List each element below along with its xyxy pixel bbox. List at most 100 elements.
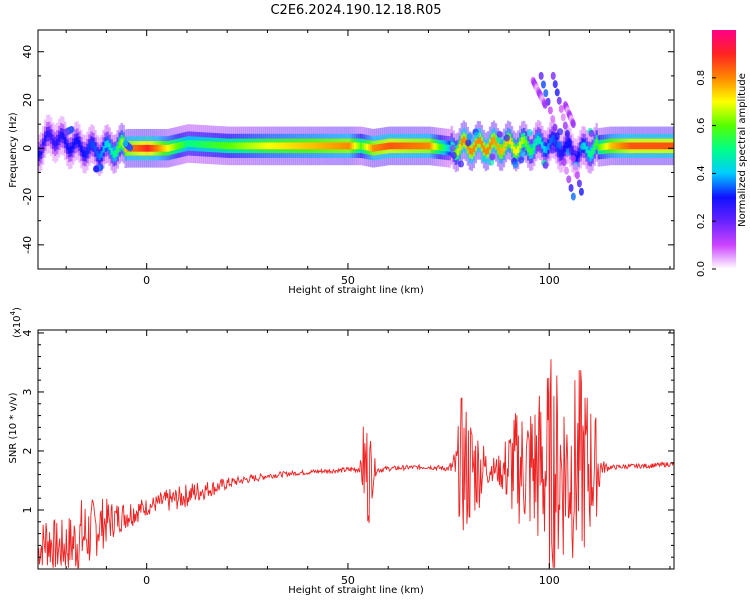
spectrogram-cell	[374, 144, 377, 152]
spectrogram-cell	[356, 142, 359, 150]
spectrogram-cell	[498, 147, 502, 155]
spectrogram-cell	[243, 142, 246, 150]
spectrogram-cell	[100, 150, 103, 158]
spectrogram-blob	[122, 140, 129, 148]
spectrogram-cell	[458, 144, 461, 151]
spectrogram-cell	[519, 141, 522, 149]
spectrogram-cell	[529, 148, 532, 156]
spectrogram-cell	[386, 142, 389, 150]
colorbar-gradient	[712, 30, 736, 269]
spectrogram-cell	[94, 146, 97, 153]
spectrogram-cell	[591, 148, 594, 156]
spectrogram-streak	[574, 171, 580, 180]
spectrogram-cell	[639, 142, 643, 150]
spectrogram-cell	[341, 142, 345, 150]
spectrogram-cell	[194, 140, 198, 148]
spectrogram-cell	[613, 142, 616, 150]
spectrogram-cell	[641, 142, 645, 150]
spectrogram-cell	[144, 144, 147, 152]
snr-scale-close: )	[12, 307, 23, 311]
spectrogram-cell	[231, 142, 234, 150]
spectrogram-cell	[521, 137, 524, 145]
spectrogram-cell	[92, 141, 95, 149]
spectrogram-cell	[364, 143, 367, 151]
spectrogram-cell	[199, 140, 202, 148]
spectrogram-cell	[116, 146, 119, 153]
spectrogram-cell	[533, 143, 536, 151]
spectrogram-cell	[627, 142, 631, 150]
spectrogram-cell	[468, 147, 472, 155]
spectrogram-y-tick-label: 0	[21, 145, 34, 152]
spectrogram-cell	[295, 142, 298, 150]
spectrogram-streak	[554, 132, 560, 141]
spectrogram-cell	[285, 142, 288, 150]
spectrogram-cell	[261, 142, 264, 150]
spectrogram-cell	[197, 140, 200, 148]
spectrogram-cell	[80, 145, 83, 153]
colorbar-label: Normalized spectral amplitude	[737, 73, 748, 227]
spectrogram-cell	[416, 142, 419, 150]
spectrogram-cell	[517, 146, 520, 154]
spectrogram-cell	[211, 141, 214, 149]
spectrogram-cell	[52, 138, 55, 146]
spectrogram-cell	[406, 142, 409, 150]
spectrogram-cell	[426, 142, 429, 150]
colorbar-ticks: 0.0 0.2 0.4 0.6 0.8	[696, 70, 716, 277]
spectrogram-cell	[418, 142, 421, 150]
spectrogram-cell	[259, 142, 262, 150]
spectrogram-cell	[108, 143, 111, 150]
spectrogram-cell	[343, 142, 347, 150]
spectrogram-cell	[671, 142, 675, 150]
spectrogram-blob	[473, 131, 480, 139]
spectrogram-blob	[588, 129, 595, 137]
spectrogram-cell	[247, 142, 250, 150]
spectrogram-cell	[299, 142, 302, 150]
snr-panel: 0 50 100 1 2 3 4 Height of straight line (km)…	[8, 307, 675, 596]
spectrogram-cell	[305, 142, 308, 150]
spectrogram-blob	[534, 137, 541, 145]
spectrogram-cell	[557, 146, 560, 154]
spectrogram-cell	[321, 142, 325, 150]
spectrogram-blob	[503, 134, 510, 142]
spectrogram-blob	[535, 144, 542, 152]
spectrogram-cell	[345, 142, 349, 150]
spectrogram-cell	[462, 136, 465, 144]
spectrogram-cell	[549, 137, 552, 145]
spectrogram-cell	[138, 144, 141, 152]
snr-x-ticks: 0 50 100	[65, 330, 671, 587]
spectrogram-cell	[325, 142, 329, 150]
spectrogram-cell	[543, 145, 546, 153]
spectrogram-cell	[253, 142, 256, 150]
spectrogram-cell	[484, 148, 488, 156]
spectrogram-streak	[570, 154, 576, 163]
spectrogram-cell	[313, 142, 317, 150]
spectrogram-cell	[645, 142, 649, 150]
spectrogram-cell	[649, 142, 653, 150]
spectrogram-streak	[550, 114, 556, 123]
spectrogram-cell	[392, 142, 395, 150]
spectrogram-cell	[207, 141, 210, 149]
spectrogram-x-tick-label: 100	[539, 274, 560, 287]
spectrogram-blob	[466, 133, 473, 141]
spectrogram-cell	[74, 138, 77, 145]
spectrogram-cell	[597, 143, 600, 151]
spectrogram-cell	[553, 136, 556, 144]
spectrogram-cell	[118, 141, 121, 148]
spectrogram-cell	[384, 143, 387, 150]
spectrogram-streak	[572, 162, 578, 171]
spectrogram-cell	[545, 146, 548, 154]
colorbar-tick-label: 0.8	[696, 70, 707, 86]
snr-scale-label: (x104)	[9, 307, 23, 338]
spectrogram-cell	[174, 142, 178, 150]
spectrogram-cell	[275, 142, 278, 150]
spectrogram-cell	[368, 144, 371, 151]
spectrogram-cell	[172, 143, 176, 151]
spectrogram-cell	[301, 142, 304, 150]
spectrogram-cell	[609, 142, 612, 150]
spectrogram-cell	[402, 142, 405, 150]
spectrogram-cell	[651, 142, 655, 150]
snr-x-tick-label: 100	[539, 574, 560, 587]
spectrogram-cell	[541, 141, 544, 149]
spectrogram-blob	[542, 161, 549, 169]
